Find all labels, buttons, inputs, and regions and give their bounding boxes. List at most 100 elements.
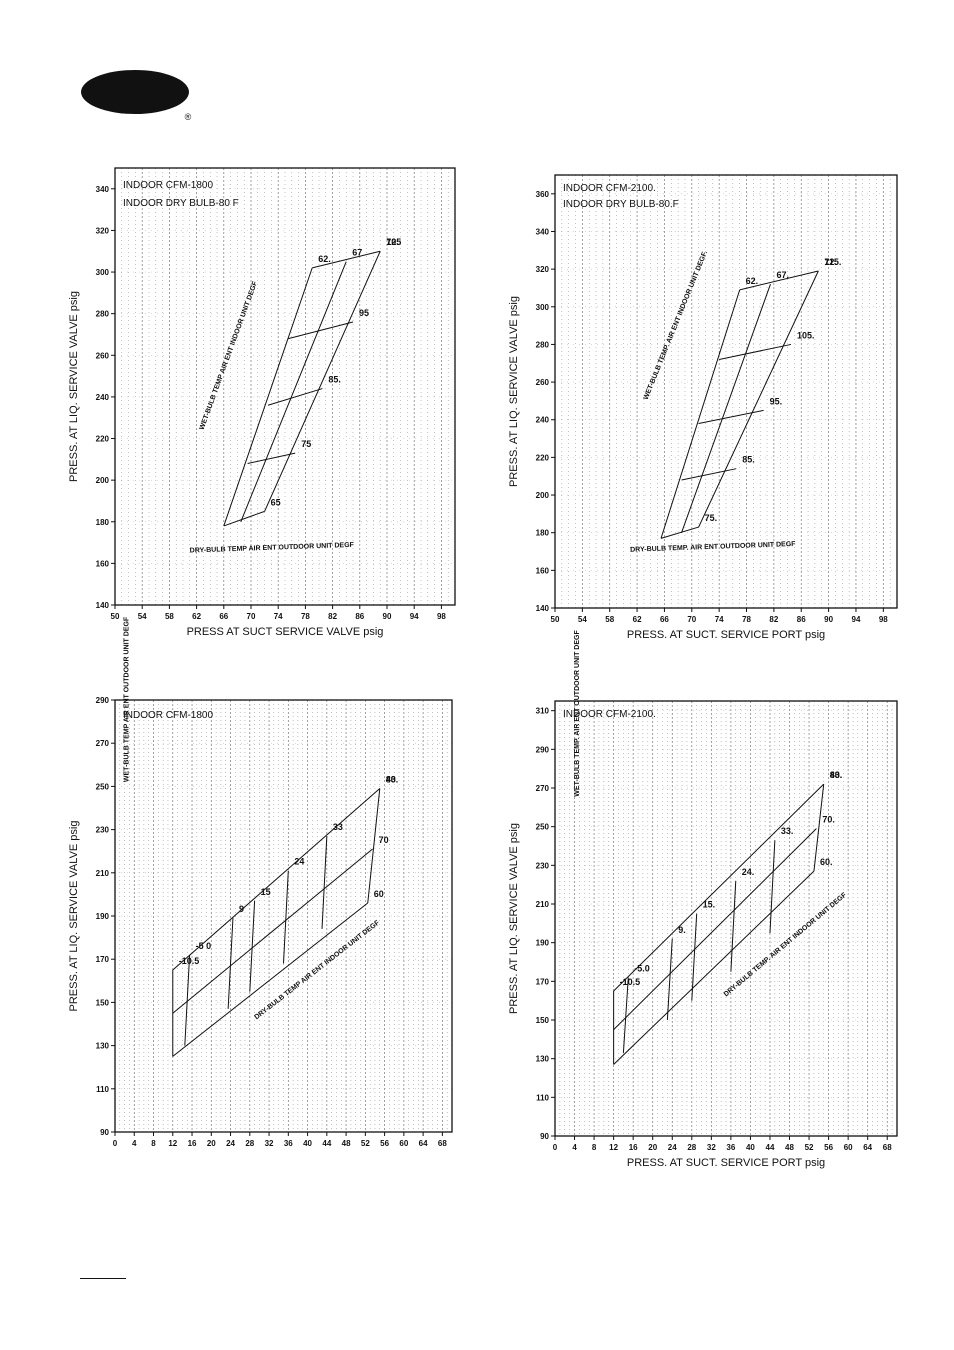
series-line <box>719 343 792 360</box>
x-tick-label: 60 <box>399 1139 408 1148</box>
chart-1-family-a: 62. 67 72. <box>223 237 399 527</box>
x-tick-label: 64 <box>863 1143 872 1152</box>
y-tick-label: 160 <box>536 566 550 575</box>
y-tick-label: 360 <box>536 190 550 199</box>
series-label: -5.0 <box>634 963 650 973</box>
x-tick-label: 44 <box>766 1143 775 1152</box>
y-tick-label: 270 <box>96 739 110 748</box>
series-line <box>227 918 234 1009</box>
series-label: 65 <box>271 497 281 507</box>
y-tick-label: 340 <box>96 185 110 194</box>
x-tick-label: 32 <box>265 1139 274 1148</box>
x-tick-label: 44 <box>322 1139 331 1148</box>
y-tick-label: 320 <box>536 265 550 274</box>
x-tick-label: 56 <box>380 1139 389 1148</box>
y-tick-label: 290 <box>96 696 110 705</box>
series-line <box>240 261 347 522</box>
y-tick-label: 130 <box>96 1042 110 1051</box>
series-line <box>660 289 741 539</box>
y-tick-label: 250 <box>96 782 110 791</box>
series-line <box>613 828 817 1031</box>
y-tick-label: 250 <box>536 823 550 832</box>
chart-3-ticks: 0 4 8 12 16 20 24 28 32 36 40 44 48 52 56 60 64 689011013… <box>96 696 448 1148</box>
x-tick-label: 0 <box>553 1143 558 1152</box>
series-line <box>769 840 776 934</box>
chart-4-frame <box>554 700 898 1137</box>
series-line <box>223 267 313 527</box>
series-line <box>613 870 815 1065</box>
y-tick-label: 200 <box>96 476 110 485</box>
y-tick-label: 260 <box>536 378 550 387</box>
chart-2-note-1: INDOOR CFM-2100. <box>563 183 656 194</box>
chart-3-family-a: 80. 70 60 <box>172 775 398 1057</box>
series-line <box>321 836 328 929</box>
y-tick-label: 200 <box>536 491 550 500</box>
series-line <box>691 913 698 1001</box>
series-line <box>681 284 771 533</box>
x-tick-label: 78 <box>742 615 751 624</box>
x-tick-label: 74 <box>274 612 283 621</box>
y-tick-label: 230 <box>96 826 110 835</box>
series-label: 70. <box>822 815 835 825</box>
registered-mark: ® <box>185 112 192 122</box>
x-tick-label: 98 <box>437 612 446 621</box>
x-tick-label: 58 <box>605 615 614 624</box>
x-tick-label: 62 <box>192 612 201 621</box>
y-tick-label: 240 <box>536 416 550 425</box>
chart-4-family-a-label: WET-BULB TEMP. AIR ENT OUTDOOR UNIT DEGF <box>574 630 581 797</box>
series-line <box>267 388 323 406</box>
y-tick-label: 90 <box>100 1128 109 1137</box>
series-label: 62. <box>318 254 331 264</box>
x-tick-label: 50 <box>111 612 120 621</box>
chart-4-family-a: 80. 70. 60. <box>613 770 842 1065</box>
series-label: 15 <box>261 887 271 897</box>
y-tick-label: 300 <box>536 303 550 312</box>
x-tick-label: 82 <box>328 612 337 621</box>
series-line <box>172 848 373 1014</box>
y-tick-label: 170 <box>96 955 110 964</box>
x-tick-label: 12 <box>168 1139 177 1148</box>
x-tick-label: 90 <box>824 615 833 624</box>
chart-2-xlabel: PRESS. AT SUCT. SERVICE PORT psig <box>627 629 825 641</box>
chart-2-note-2: INDOOR DRY BULB-80.F <box>563 199 679 210</box>
y-tick-label: 150 <box>96 998 110 1007</box>
series-label: 95. <box>770 396 783 406</box>
y-tick-label: 190 <box>96 912 110 921</box>
chart-1-frame <box>114 167 456 606</box>
series-label: 67. <box>776 270 789 280</box>
y-tick-label: 210 <box>96 869 110 878</box>
x-tick-label: 70 <box>247 612 256 621</box>
x-tick-label: 94 <box>410 612 419 621</box>
series-line <box>249 900 256 992</box>
x-tick-label: 8 <box>592 1143 597 1152</box>
y-tick-label: 320 <box>96 226 110 235</box>
chart-4-family-b-label: DRY-BULB TEMP. AIR ENT INDOOR UNIT DEGF <box>723 891 849 998</box>
series-label: 43 <box>386 775 396 785</box>
y-tick-label: 160 <box>96 559 110 568</box>
x-tick-label: 70 <box>687 615 696 624</box>
y-tick-label: 190 <box>536 939 550 948</box>
chart-2-frame <box>554 174 898 609</box>
chart-3-grid <box>114 699 453 1133</box>
x-tick-label: 36 <box>726 1143 735 1152</box>
y-tick-label: 90 <box>540 1132 549 1141</box>
series-label: 33. <box>781 826 794 836</box>
series-line <box>698 409 764 424</box>
y-tick-label: 310 <box>536 707 550 716</box>
series-line <box>172 788 381 971</box>
x-tick-label: 90 <box>383 612 392 621</box>
footer-rule <box>80 1278 126 1279</box>
series-label: 60 <box>374 889 384 899</box>
series-line <box>730 880 737 972</box>
chart-1-note-1: INDOOR CFM-1800 <box>123 180 213 191</box>
series-label: 72. <box>386 237 399 247</box>
series-label: 60. <box>820 857 833 867</box>
y-tick-label: 110 <box>536 1093 549 1102</box>
chart-3-family-a-label: WET-BULB TEMP AIR ENT OUTDOOR UNIT DEGF <box>123 616 130 782</box>
series-label: 75 <box>301 439 311 449</box>
chart-4-ticks: 0 4 8 12 16 20 24 28 32 36 40 44 48 52 56 60 64 689011013… <box>536 707 893 1152</box>
x-tick-label: 12 <box>609 1143 618 1152</box>
series-line <box>184 954 191 1046</box>
series-line <box>698 270 819 528</box>
chart-1-svg: 50 54 58 62 66 70 74 78 82 86 90 94 98 140 160 180 200 22… <box>68 167 456 638</box>
